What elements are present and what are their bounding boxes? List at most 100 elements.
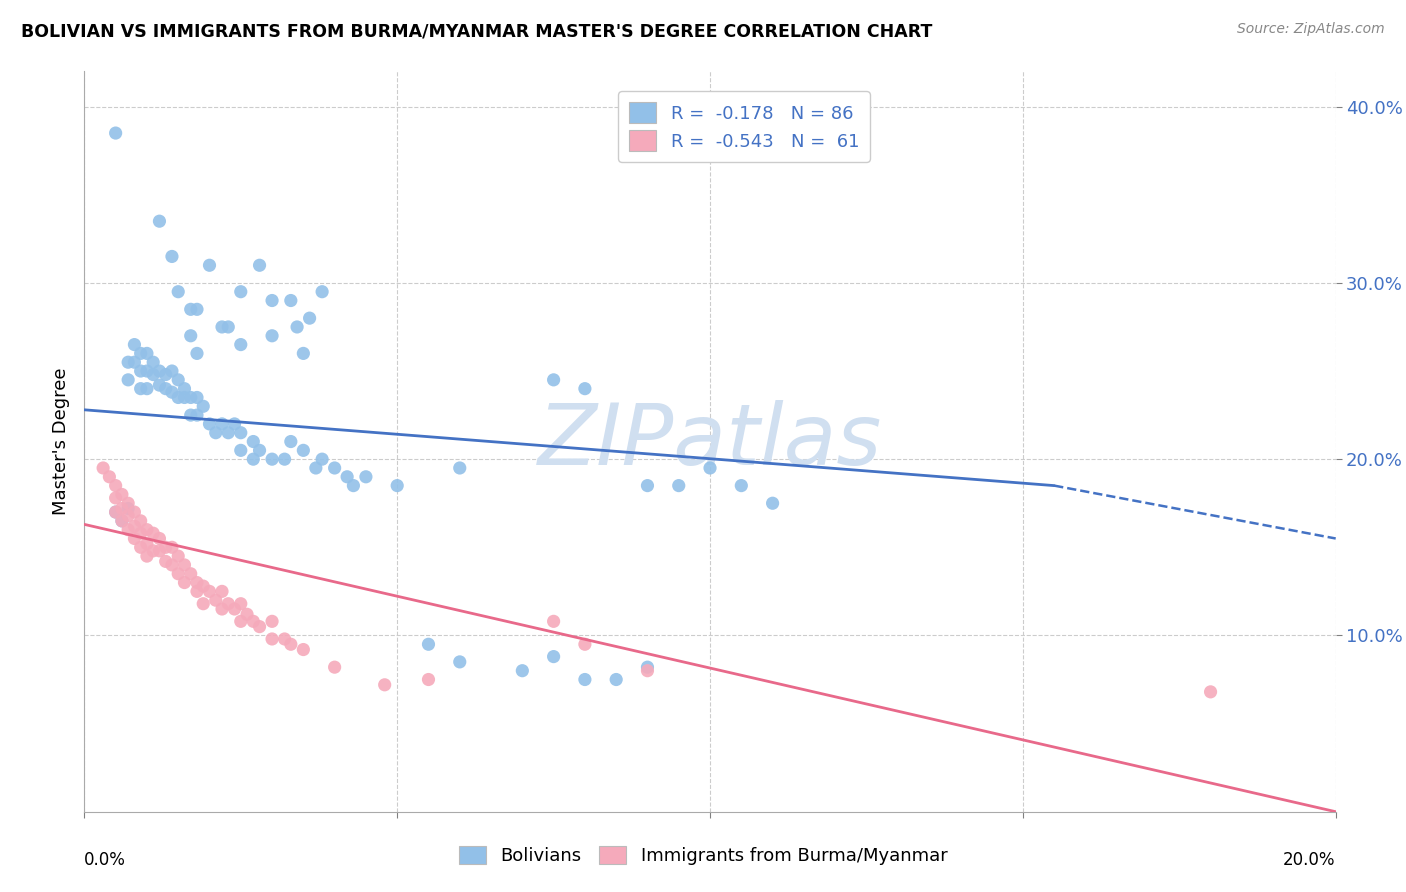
Point (117, 508, 139, 523)
Point (292, 443, 315, 458)
Point (512, 664, 534, 678)
Point (730, 478, 752, 492)
Point (91, 461, 114, 475)
Point (262, 615, 284, 629)
Point (262, 452, 284, 467)
Point (117, 523, 139, 537)
Point (180, 328, 202, 343)
Point (229, 597, 252, 611)
Point (129, 364, 152, 378)
Text: 20.0%: 20.0% (1284, 851, 1336, 869)
Point (173, 391, 195, 405)
Point (574, 637, 596, 651)
Point (236, 607, 259, 622)
Point (180, 391, 202, 405)
Point (193, 579, 215, 593)
Point (574, 382, 596, 396)
Point (262, 632, 284, 646)
Point (186, 391, 208, 405)
Point (148, 364, 170, 378)
Point (167, 549, 190, 563)
Point (129, 514, 152, 528)
Point (160, 558, 183, 572)
Point (167, 373, 190, 387)
Point (160, 385, 183, 400)
Point (186, 575, 208, 590)
Point (173, 575, 195, 590)
Point (155, 368, 177, 382)
Point (336, 470, 359, 484)
Point (418, 637, 440, 651)
Point (229, 337, 252, 351)
Point (142, 526, 165, 541)
Point (262, 293, 284, 308)
Point (160, 541, 183, 555)
Text: BOLIVIAN VS IMMIGRANTS FROM BURMA/MYANMAR MASTER'S DEGREE CORRELATION CHART: BOLIVIAN VS IMMIGRANTS FROM BURMA/MYANMA… (21, 22, 932, 40)
Point (280, 293, 302, 308)
Text: 0.0%: 0.0% (84, 851, 127, 869)
Point (543, 649, 565, 664)
Point (129, 526, 152, 541)
Point (167, 285, 190, 299)
Point (136, 382, 159, 396)
Point (111, 514, 134, 528)
Point (262, 328, 284, 343)
Point (305, 461, 328, 475)
Point (449, 655, 471, 669)
Point (148, 214, 170, 228)
Point (543, 373, 565, 387)
Point (193, 399, 215, 413)
Point (198, 417, 221, 431)
Point (142, 355, 165, 369)
Point (273, 632, 295, 646)
Point (124, 519, 146, 533)
Point (273, 452, 295, 467)
Point (136, 346, 159, 360)
Legend: Bolivians, Immigrants from Burma/Myanmar: Bolivians, Immigrants from Burma/Myanmar (451, 838, 955, 872)
Point (136, 523, 159, 537)
Point (249, 258, 271, 272)
Text: Source: ZipAtlas.com: Source: ZipAtlas.com (1237, 22, 1385, 37)
Point (242, 434, 264, 449)
Point (104, 505, 127, 519)
Text: ZIPatlas: ZIPatlas (538, 400, 882, 483)
Legend: R =  -0.178   N = 86, R =  -0.543   N =  61: R = -0.178 N = 86, R = -0.543 N = 61 (619, 92, 870, 162)
Point (104, 126, 127, 140)
Point (111, 487, 134, 501)
Point (198, 584, 221, 599)
Point (167, 391, 190, 405)
Point (668, 478, 690, 492)
Point (173, 558, 195, 572)
Point (129, 346, 152, 360)
Point (148, 544, 170, 558)
Point (699, 461, 721, 475)
Point (186, 408, 208, 422)
Point (104, 505, 127, 519)
Point (111, 514, 134, 528)
Point (242, 615, 264, 629)
Point (124, 337, 146, 351)
Point (180, 566, 202, 581)
Point (124, 532, 146, 546)
Point (160, 250, 183, 264)
Point (229, 615, 252, 629)
Point (229, 425, 252, 440)
Point (129, 541, 152, 555)
Point (385, 478, 409, 492)
Point (117, 496, 139, 510)
Point (311, 452, 333, 467)
Point (292, 346, 315, 360)
Point (148, 532, 170, 546)
Point (117, 355, 139, 369)
Point (249, 619, 271, 633)
Point (204, 425, 226, 440)
Point (129, 382, 152, 396)
Point (311, 285, 333, 299)
Point (449, 461, 471, 475)
Point (155, 541, 177, 555)
Point (211, 584, 233, 599)
Point (180, 408, 202, 422)
Point (117, 501, 139, 516)
Point (574, 673, 596, 687)
Point (173, 382, 195, 396)
